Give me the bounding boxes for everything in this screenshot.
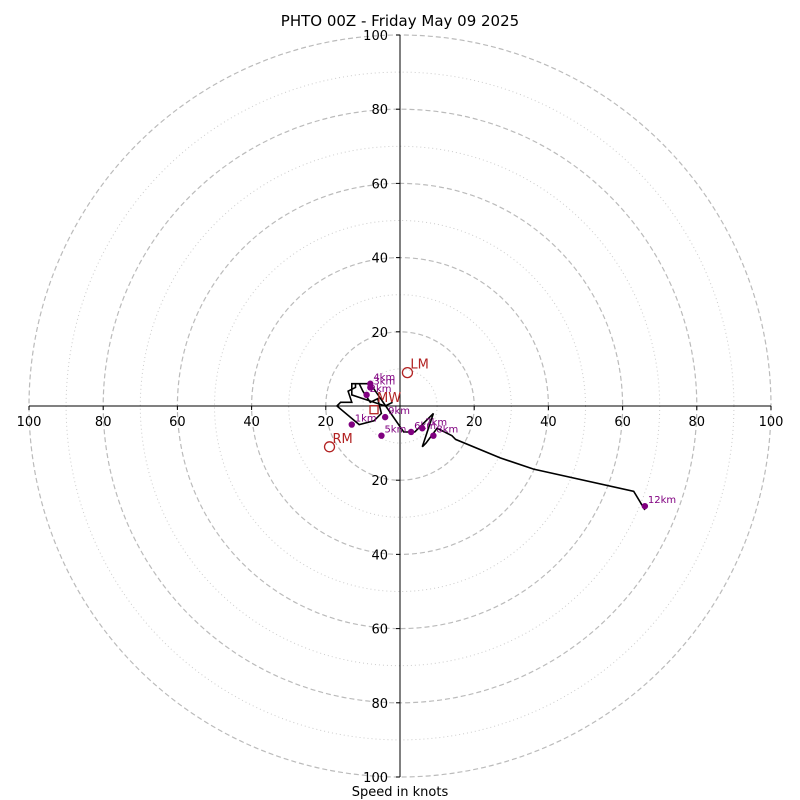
height-label-7km: 7km (425, 417, 447, 428)
y-tick-label: 20 (371, 326, 388, 341)
x-tick-label: 100 (759, 415, 784, 430)
x-tick-label: 40 (243, 415, 260, 430)
x-tick-label: 40 (540, 415, 557, 430)
height-marker-6km (407, 428, 415, 436)
rm-motion-marker (323, 441, 336, 453)
height-marker-8km (430, 432, 437, 439)
mean-wind-marker (369, 405, 379, 415)
height-label-2km: 2km (370, 384, 392, 395)
lm-motion-marker (401, 366, 414, 379)
x-tick-label: 60 (169, 415, 186, 430)
x-tick-label: 20 (466, 415, 483, 430)
x-tick-label: 80 (95, 415, 112, 430)
height-label-1km: 1km (355, 414, 377, 425)
y-tick-label: 100 (363, 771, 388, 786)
y-tick-label: 40 (371, 548, 388, 563)
height-marker-4km (367, 380, 374, 387)
height-label-4km: 4km (373, 373, 395, 384)
height-label-9km: 9km (388, 406, 410, 417)
y-tick-label: 80 (371, 697, 388, 712)
hodograph-line (335, 382, 646, 511)
x-tick-label: 60 (614, 415, 631, 430)
storm-motion-markers: LM RM MW (323, 358, 429, 453)
mw-motion-label: MW (377, 391, 401, 406)
chart-title: PHTO 00Z - Friday May 09 2025 (281, 12, 519, 30)
height-marker-1km (348, 421, 355, 428)
x-tick-label: 20 (318, 415, 335, 430)
tick-labels: 100 80 60 40 20 20 40 60 80 100 100 80 60 40 20 20 40 60 8… (17, 29, 784, 786)
height-label-8km: 8km (436, 425, 458, 436)
height-marker-12km (641, 502, 649, 510)
height-label-5km: 5km (384, 425, 406, 436)
y-tick-label: 20 (371, 474, 388, 489)
height-label-12km: 12km (648, 495, 676, 506)
y-tick-label: 100 (363, 29, 388, 44)
height-marker-5km (378, 432, 385, 439)
hodograph-trace (335, 382, 646, 511)
height-marker-7km (419, 425, 426, 432)
x-axis-label: Speed in knots (352, 785, 449, 800)
height-marker-9km (381, 413, 389, 421)
height-label-3km: 3km (373, 376, 395, 387)
rm-motion-label: RM (333, 432, 353, 447)
y-tick-label: 40 (371, 252, 388, 267)
height-marker-2km (363, 391, 370, 399)
y-tick-label: 60 (371, 623, 388, 638)
height-label-6km: 6km (414, 421, 436, 432)
x-tick-label: 100 (17, 415, 42, 430)
y-tick-label: 80 (371, 103, 388, 118)
axes (28, 34, 772, 778)
lm-motion-label: LM (410, 358, 428, 373)
y-tick-label: 60 (371, 177, 388, 192)
x-tick-label: 80 (689, 415, 706, 430)
